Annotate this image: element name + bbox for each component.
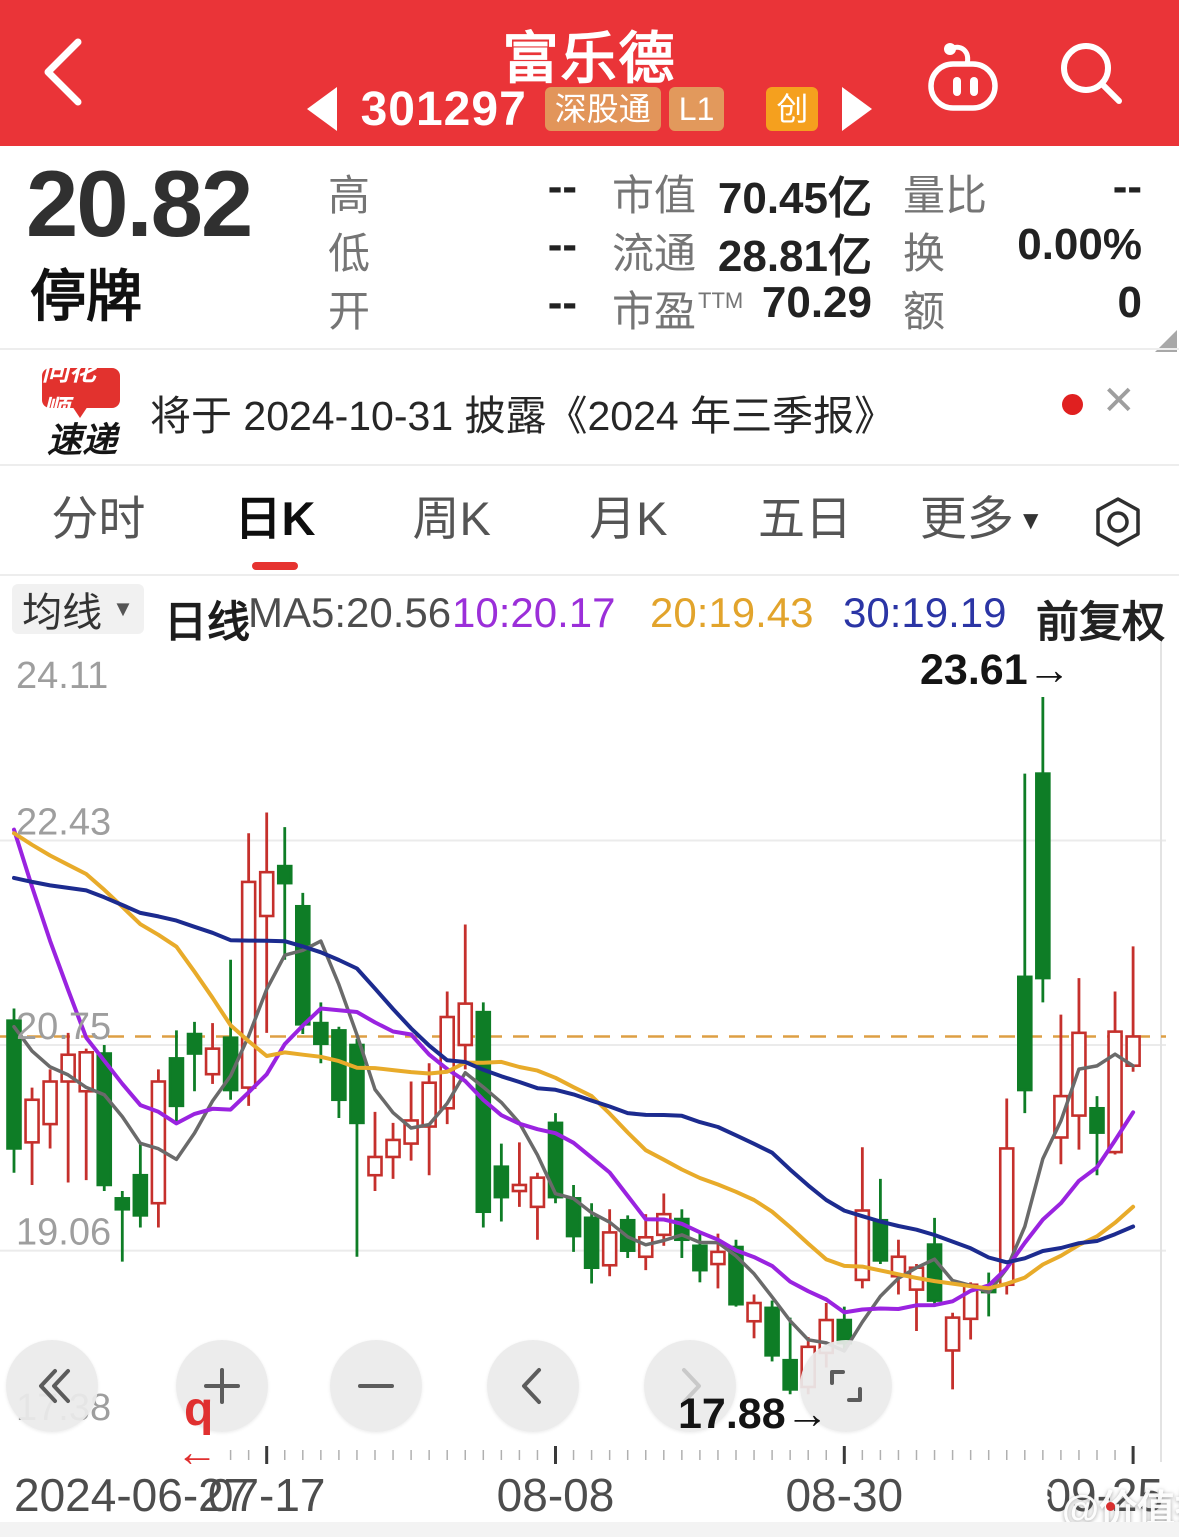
back-icon[interactable] xyxy=(36,34,92,110)
unread-dot xyxy=(1062,394,1083,415)
drag-hint: q ← xyxy=(176,1383,218,1475)
stat-label: 市值 xyxy=(612,172,697,219)
search-icon[interactable] xyxy=(1058,40,1128,110)
minus-button[interactable] xyxy=(330,1340,422,1432)
x-axis-label: 08-30 xyxy=(785,1469,904,1521)
svg-text:24.11: 24.11 xyxy=(16,655,108,697)
ma-legend-item: 10:20.17 xyxy=(452,589,616,636)
stock-tag-badge: 创 xyxy=(766,87,819,131)
stat-value: -- xyxy=(547,162,577,211)
stock-tag-badge: 深股通 xyxy=(544,87,661,131)
stat-label: 高 xyxy=(328,172,371,219)
chevron-down-icon: ▼ xyxy=(112,596,134,621)
current-price: 20.82 xyxy=(26,151,253,256)
chevron-right-button xyxy=(644,1340,736,1432)
stat-label: 低 xyxy=(328,230,371,277)
double-chevron-left-button[interactable] xyxy=(6,1340,98,1432)
stock-badges: 深股通 L1 创 xyxy=(537,87,819,131)
chart-settings-icon[interactable] xyxy=(1092,496,1144,548)
weibo-icon xyxy=(1009,1485,1054,1524)
svg-text:19.06: 19.06 xyxy=(16,1212,111,1254)
divider xyxy=(0,574,1179,576)
robot-assistant-icon[interactable] xyxy=(923,36,1003,116)
expand-stats-icon[interactable] xyxy=(1155,330,1177,352)
stat-label: 量比 xyxy=(903,172,988,219)
ma-legend-item: 30:19.19 xyxy=(843,589,1007,636)
tab-分时[interactable]: 分时 xyxy=(51,492,146,545)
next-stock-icon[interactable] xyxy=(842,87,873,131)
trading-status-suspended: 停牌 xyxy=(30,265,142,328)
app-header: 富乐德 301297 深股通 L1 创 xyxy=(0,0,1179,146)
news-headline[interactable]: 将于 2024-10-31 披露《2024 年三季报》 xyxy=(150,393,896,439)
ths-logo-sub: 速递 xyxy=(46,421,117,460)
tab-更多[interactable]: 更多 ▼ xyxy=(919,492,1044,545)
left-arrow-icon: ← xyxy=(176,1428,218,1475)
chevron-left-button[interactable] xyxy=(487,1340,579,1432)
stat-label: 流通 xyxy=(612,230,697,277)
low-annotation: 17.88→ xyxy=(678,1390,829,1438)
stat-value: 70.45亿 xyxy=(717,174,872,223)
tab-日K[interactable]: 日K xyxy=(187,468,364,574)
stat-label: 开 xyxy=(328,288,371,335)
bottom-strip xyxy=(0,1522,1179,1537)
ths-logo: 同花顺 xyxy=(42,356,120,425)
stat-value: 0 xyxy=(1117,278,1142,327)
prev-stock-icon[interactable] xyxy=(306,87,337,131)
svg-text:22.43: 22.43 xyxy=(16,802,111,844)
stat-value: -- xyxy=(1112,162,1142,211)
x-axis-label: 08-08 xyxy=(496,1469,615,1521)
stat-value: -- xyxy=(547,278,577,327)
chevron-down-icon: ▼ xyxy=(1017,505,1044,535)
rotate-corner-button[interactable] xyxy=(800,1340,892,1432)
ma-dropdown[interactable]: 均线 ▼ xyxy=(12,584,144,635)
stock-name-title: 富乐德 xyxy=(502,27,677,90)
tab-五日[interactable]: 五日 xyxy=(758,492,853,545)
period-tabbar: 分时 日K 周K 月K 五日 更多 ▼ xyxy=(10,468,1070,574)
tab-周K[interactable]: 周K xyxy=(412,492,491,545)
x-axis-label: 07-17 xyxy=(207,1469,326,1521)
stat-value: -- xyxy=(547,220,577,269)
stat-value: 28.81亿 xyxy=(717,232,872,281)
tab-月K[interactable]: 月K xyxy=(589,492,668,545)
divider xyxy=(0,464,1179,466)
adjust-mode-label[interactable]: 前复权 xyxy=(1036,599,1165,647)
high-annotation: 23.61→ xyxy=(920,646,1071,694)
ma-legend-item: MA5:20.56 xyxy=(248,589,452,636)
stat-value: 0.00% xyxy=(1017,220,1142,269)
stat-label: 额 xyxy=(903,288,946,335)
ma-period-label: 日线 xyxy=(164,599,250,647)
ma-legend-item: 20:19.43 xyxy=(650,589,814,636)
stat-label: 换 xyxy=(903,230,946,277)
stat-label: 市盈TTM xyxy=(612,288,744,335)
close-news-icon[interactable]: ✕ xyxy=(1102,379,1136,423)
stat-value: 70.29 xyxy=(761,278,872,327)
divider xyxy=(0,348,1179,350)
plus-button[interactable] xyxy=(176,1340,268,1432)
stock-code-row: 301297 深股通 L1 创 xyxy=(0,82,1179,136)
stock-tag-badge: L1 xyxy=(668,87,725,131)
x-axis-label: 2024-06-27 xyxy=(14,1469,250,1521)
stock-code: 301297 xyxy=(360,82,527,136)
svg-text:20.75: 20.75 xyxy=(16,1006,111,1048)
x-axis-label: 09-25 xyxy=(1045,1469,1164,1521)
watermark-dot xyxy=(1106,1502,1115,1511)
ths-logo-tail xyxy=(72,406,88,418)
